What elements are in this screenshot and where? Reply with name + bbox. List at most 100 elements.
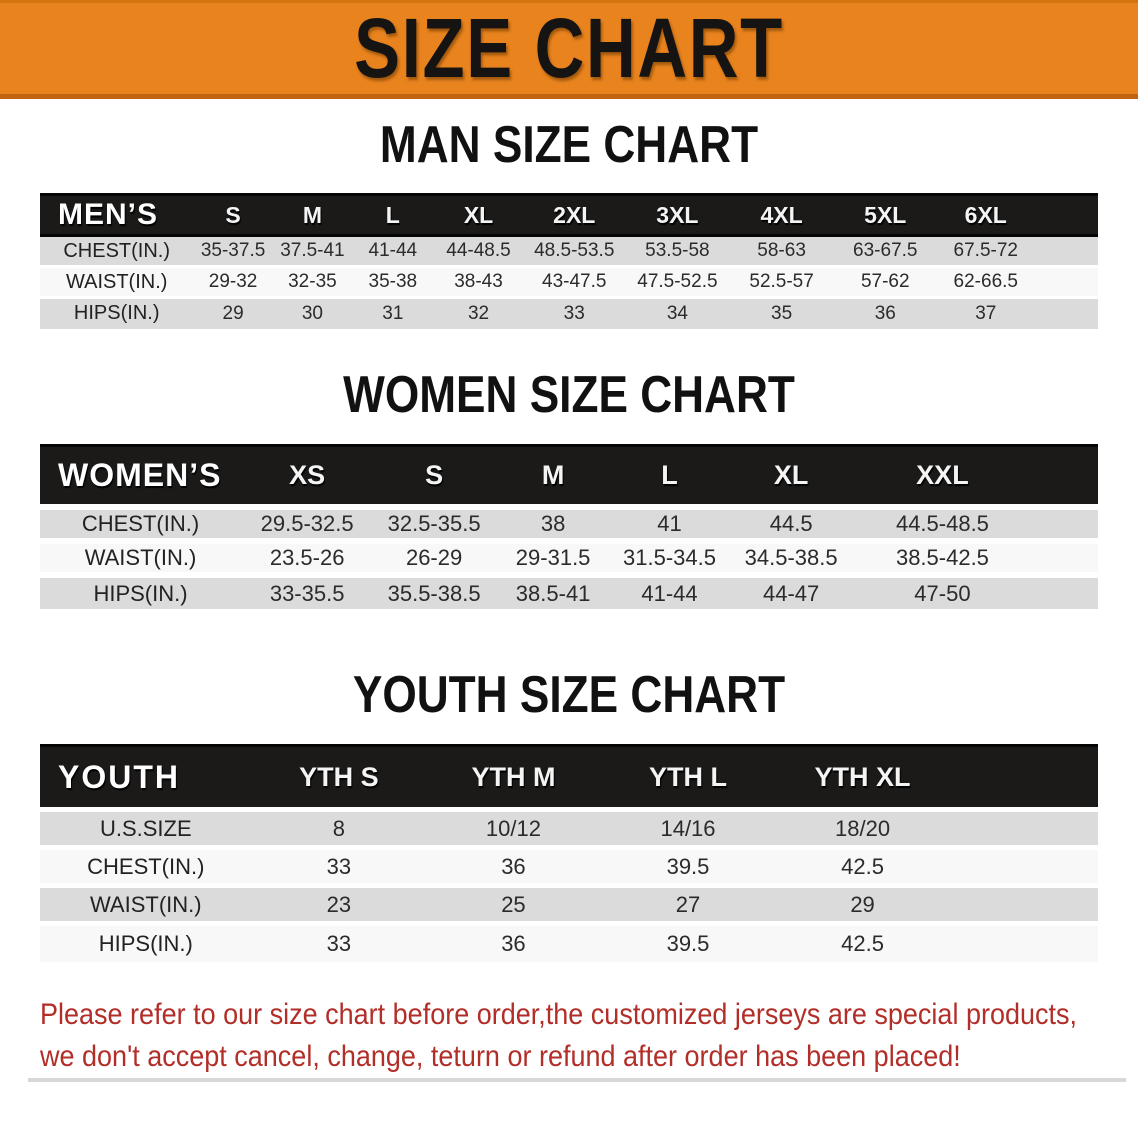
value-cell: 32-35 <box>288 271 337 292</box>
value-cell: 38.5-42.5 <box>895 545 989 570</box>
value-cell: 29.5-32.5 <box>260 511 354 536</box>
youth-section-heading: YOUTH SIZE CHART <box>352 666 786 724</box>
spacer-cell <box>1034 298 1098 329</box>
row-label: U.S.SIZE <box>99 815 192 841</box>
value-cell: 27 <box>675 891 701 917</box>
value-cell: 38.5-41 <box>515 580 591 606</box>
value-cell: 34.5-38.5 <box>744 545 838 570</box>
spacer-cell <box>950 810 1098 848</box>
size-column-header: M <box>272 193 353 237</box>
value-cell: 33 <box>563 302 585 324</box>
value-cell: 14/16 <box>660 815 716 841</box>
value-cell: 38 <box>540 511 566 536</box>
value-cell: 36 <box>874 302 896 324</box>
spacer-cell <box>1030 507 1098 541</box>
value-cell: 29 <box>222 302 244 324</box>
title-banner: SIZE CHART <box>0 0 1138 99</box>
value-cell: 31 <box>382 302 404 324</box>
size-column-header: 6XL <box>937 193 1035 237</box>
disclaimer-line-1: Please refer to our size chart before or… <box>40 997 1078 1031</box>
value-cell: 37 <box>975 302 997 324</box>
women-section-heading: WOMEN SIZE CHART <box>343 365 795 424</box>
value-cell: 48.5-53.5 <box>534 240 615 261</box>
spacer-cell <box>1034 193 1098 237</box>
spacer-cell <box>1030 443 1098 509</box>
disclaimer: Please refer to our size chart before or… <box>40 994 1138 1078</box>
size-column-header: 4XL <box>729 193 834 237</box>
value-cell: 37.5-41 <box>280 240 345 261</box>
size-column-header: XL <box>727 443 855 509</box>
value-cell: 52.5-57 <box>749 271 814 292</box>
spacer-cell <box>1030 541 1098 575</box>
value-cell: 32 <box>467 302 490 324</box>
row-label: CHEST(IN.) <box>63 239 171 262</box>
value-cell: 31.5-34.5 <box>623 545 716 570</box>
spacer-cell <box>1034 236 1098 267</box>
value-cell: 44-48.5 <box>446 240 511 261</box>
size-column-header: 3XL <box>625 193 730 237</box>
size-column-header: XXL <box>854 443 1031 509</box>
men-section-heading: MAN SIZE CHART <box>379 116 759 174</box>
women-header-row: WOMEN’S XS S M L XL XXL <box>40 443 1098 509</box>
value-cell: 23.5-26 <box>269 545 345 570</box>
value-cell: 67.5-72 <box>953 240 1018 261</box>
value-cell: 41-44 <box>641 580 698 606</box>
value-cell: 34 <box>666 302 688 324</box>
value-cell: 47.5-52.5 <box>637 271 718 292</box>
row-label: WAIST(IN.) <box>65 270 168 293</box>
men-hips-row: HIPS(IN.) 29 30 31 32 33 34 35 36 37 <box>40 297 1098 329</box>
value-cell: 35-37.5 <box>200 240 266 261</box>
value-cell: 29-31.5 <box>515 545 591 570</box>
youth-waist-row: WAIST(IN.) 23 25 27 29 <box>40 885 1098 924</box>
value-cell: 18/20 <box>835 815 891 841</box>
youth-header-row: YOUTH YTH S YTH M YTH L YTH XL <box>40 744 1098 811</box>
size-column-header: L <box>352 193 434 237</box>
disclaimer-line-2: we don't accept cancel, change, teturn o… <box>40 1039 961 1073</box>
men-chest-row: CHEST(IN.) 35-37.5 37.5-41 41-44 44-48.5… <box>40 235 1098 267</box>
spacer-cell <box>950 848 1098 886</box>
value-cell: 8 <box>332 815 345 841</box>
spacer-cell <box>1030 575 1098 609</box>
size-column-header: YTH M <box>426 744 601 811</box>
value-cell: 41 <box>657 511 682 536</box>
value-cell: 58-63 <box>757 240 806 261</box>
value-cell: 44.5 <box>769 511 813 536</box>
row-label: HIPS(IN.) <box>73 302 160 325</box>
youth-hips-row: HIPS(IN.) 33 36 39.5 42.5 <box>40 923 1098 962</box>
value-cell: 29 <box>850 891 875 917</box>
row-label: WAIST(IN.) <box>84 545 197 570</box>
size-column-header: M <box>494 443 612 509</box>
value-cell: 63-67.5 <box>853 240 918 261</box>
value-cell: 23 <box>326 891 352 917</box>
value-cell: 47-50 <box>914 580 971 606</box>
women-corner-label: WOMEN’S <box>40 443 242 509</box>
value-cell: 33-35.5 <box>269 580 345 606</box>
value-cell: 44-47 <box>763 580 820 606</box>
value-cell: 44.5-48.5 <box>895 511 989 536</box>
row-label: CHEST(IN.) <box>87 853 205 879</box>
value-cell: 39.5 <box>666 853 710 879</box>
size-column-header: S <box>373 443 495 509</box>
men-size-table: MEN’S S M L XL 2XL 3XL 4XL 5XL 6XL CHEST… <box>40 193 1098 329</box>
spacer-cell <box>1034 267 1098 298</box>
spacer-cell <box>949 744 1098 811</box>
value-cell: 38-43 <box>454 271 503 292</box>
size-column-header: 5XL <box>833 193 938 237</box>
row-label: CHEST(IN.) <box>81 511 200 536</box>
value-cell: 43-47.5 <box>542 271 607 292</box>
value-cell: 33 <box>326 853 352 879</box>
value-cell: 42.5 <box>841 853 884 879</box>
value-cell: 53.5-58 <box>645 240 710 261</box>
value-cell: 29-32 <box>208 271 258 292</box>
spacer-cell <box>950 886 1098 924</box>
size-column-header: S <box>193 193 273 237</box>
size-column-header: 2XL <box>523 193 626 237</box>
women-hips-row: HIPS(IN.) 33-35.5 35.5-38.5 38.5-41 41-4… <box>40 575 1098 609</box>
youth-size-table: YOUTH YTH S YTH M YTH L YTH XL U.S.SIZE … <box>40 744 1098 962</box>
value-cell: 35 <box>771 302 793 324</box>
value-cell: 25 <box>501 891 526 917</box>
bottom-divider <box>28 1077 1126 1082</box>
size-column-header: L <box>611 443 728 509</box>
size-column-header: YTH L <box>600 744 776 811</box>
size-column-header: YTH XL <box>775 744 950 811</box>
